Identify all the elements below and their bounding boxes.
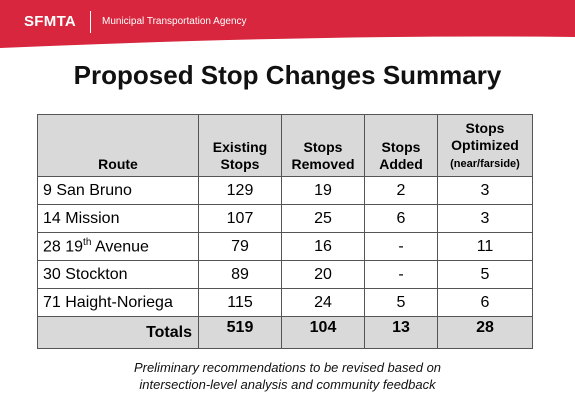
column-header-existing: Existing Stops <box>198 114 282 177</box>
column-header-added: Stops Added <box>364 114 438 177</box>
optimized-cell: 5 <box>437 260 533 289</box>
table-row: 30 Stockton 89 20 - 5 <box>37 260 533 289</box>
totals-label: Totals <box>37 316 199 349</box>
removed-cell: 24 <box>281 288 365 317</box>
existing-cell: 89 <box>198 260 282 289</box>
column-header-removed: Stops Removed <box>281 114 365 177</box>
route-cell: 30 Stockton <box>37 260 199 289</box>
table-header-row: Route Existing Stops Stops Removed Stops Ad… <box>37 114 533 177</box>
banner-background <box>0 0 575 48</box>
agency-name: Municipal Transportation Agency <box>102 16 247 27</box>
removed-cell: 20 <box>281 260 365 289</box>
removed-cell: 19 <box>281 176 365 205</box>
table-row: 71 Haight-Noriega 115 24 5 6 <box>37 288 533 317</box>
column-header-optimized: Stops Optimized (near/farside) <box>437 114 533 177</box>
route-cell: 9 San Bruno <box>37 176 199 205</box>
existing-cell: 79 <box>198 232 282 261</box>
header-banner: SFMTA Municipal Transportation Agency <box>0 0 575 50</box>
column-header-route: Route <box>37 114 199 177</box>
table-row: 14 Mission 107 25 6 3 <box>37 204 533 233</box>
existing-cell: 115 <box>198 288 282 317</box>
footnote-line-2: intersection-level analysis and communit… <box>139 377 436 392</box>
optimized-cell: 3 <box>437 204 533 233</box>
sfmta-logo: SFMTA <box>24 13 77 30</box>
optimized-cell: 6 <box>437 288 533 317</box>
existing-cell: 107 <box>198 204 282 233</box>
added-cell: - <box>364 232 438 261</box>
added-cell: - <box>364 260 438 289</box>
removed-cell: 25 <box>281 204 365 233</box>
page-title: Proposed Stop Changes Summary <box>73 60 502 90</box>
stop-changes-table: Route Existing Stops Stops Removed Stops Ad… <box>37 114 533 349</box>
total-removed: 104 <box>281 316 365 349</box>
added-cell: 6 <box>364 204 438 233</box>
table-row: 28 19th Avenue 79 16 - 11 <box>37 232 533 261</box>
total-optimized: 28 <box>437 316 533 349</box>
route-cell: 28 19th Avenue <box>37 232 199 261</box>
added-cell: 2 <box>364 176 438 205</box>
existing-cell: 129 <box>198 176 282 205</box>
route-cell: 71 Haight-Noriega <box>37 288 199 317</box>
optimized-cell: 11 <box>437 232 533 261</box>
optimized-cell: 3 <box>437 176 533 205</box>
added-cell: 5 <box>364 288 438 317</box>
route-cell: 14 Mission <box>37 204 199 233</box>
total-existing: 519 <box>198 316 282 349</box>
table-row: 9 San Bruno 129 19 2 3 <box>37 176 533 205</box>
removed-cell: 16 <box>281 232 365 261</box>
logo-divider <box>90 11 91 33</box>
total-added: 13 <box>364 316 438 349</box>
footnote: Preliminary recommendations to be revise… <box>0 359 575 393</box>
footnote-line-1: Preliminary recommendations to be revise… <box>133 360 442 375</box>
totals-row: Totals 519 104 13 28 <box>37 316 533 349</box>
